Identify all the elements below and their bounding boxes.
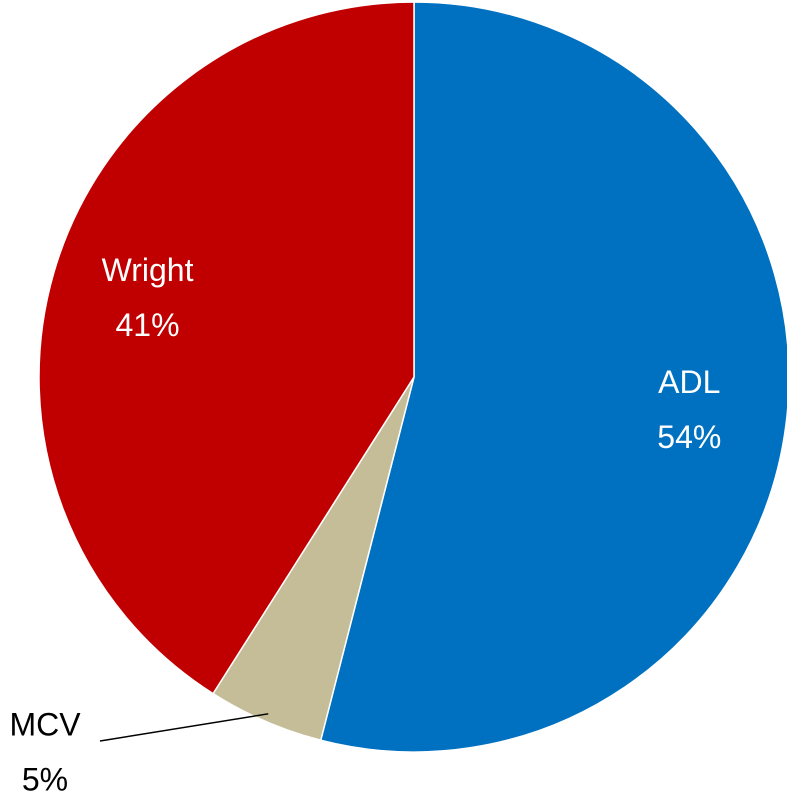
pie-slice (38, 1, 415, 695)
pie-slice (319, 1, 787, 753)
slice-value-label: 41% (115, 307, 179, 343)
slice-label: ADL (658, 364, 720, 400)
slice-label: MCV (9, 706, 81, 742)
slice-label: Wright (102, 252, 194, 288)
leader-line (99, 713, 269, 742)
slice-value-label: 54% (657, 419, 721, 455)
slice-value-label: 5% (22, 761, 68, 797)
